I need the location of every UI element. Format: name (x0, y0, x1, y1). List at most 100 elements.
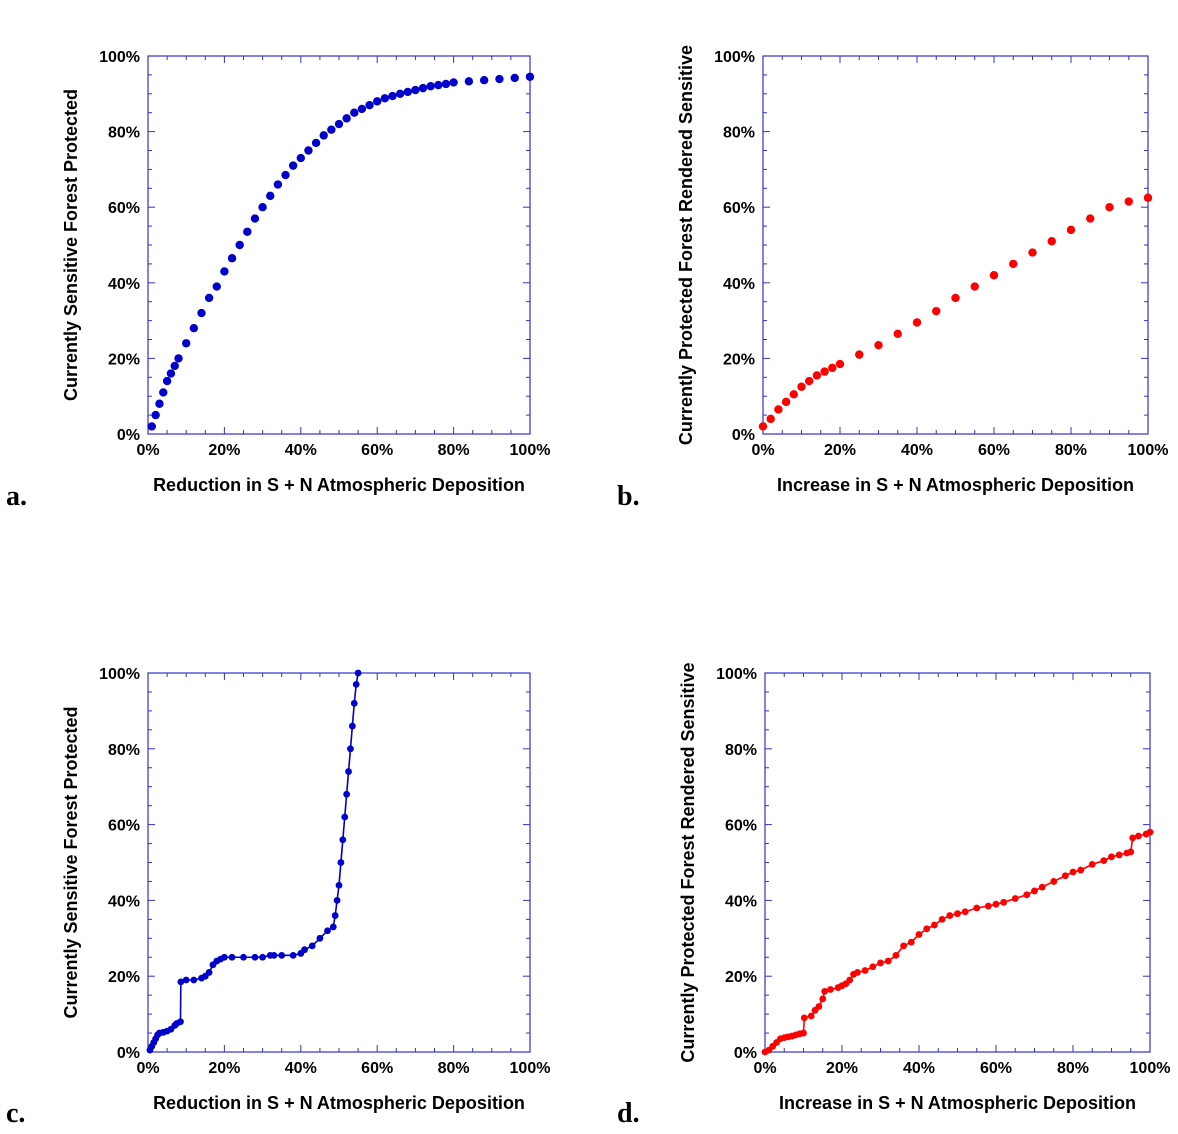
y-tick-label: 20% (108, 351, 140, 368)
data-point (1115, 851, 1123, 859)
data-point (835, 359, 845, 369)
plot-frame (147, 55, 531, 435)
data-point (403, 87, 412, 97)
data-point (266, 191, 275, 201)
panel-letter: d. (617, 1098, 640, 1129)
data-point (329, 923, 337, 931)
data-point (812, 371, 822, 380)
data-point (884, 957, 892, 965)
data-point (316, 934, 324, 942)
x-tick-label: 20% (826, 1060, 858, 1077)
data-point (877, 959, 884, 967)
data-point (970, 282, 979, 291)
data-point (190, 976, 198, 984)
data-point (166, 369, 176, 378)
data-point (189, 323, 199, 333)
data-point (174, 354, 183, 363)
data-point (159, 388, 168, 397)
data-point (805, 376, 814, 386)
panel-letter: b. (617, 481, 640, 512)
data-point (1009, 259, 1018, 269)
data-point (331, 912, 339, 919)
y-axis-title: Currently Sensitive Forest Protected (61, 89, 81, 401)
x-tick-label: 40% (285, 1060, 317, 1077)
data-point (177, 1018, 184, 1026)
data-point (365, 100, 374, 110)
y-tick-label: 20% (108, 969, 140, 986)
data-point (348, 722, 356, 730)
data-point (912, 318, 922, 327)
data-point (182, 976, 190, 984)
data-point (954, 910, 961, 918)
data-point (342, 114, 351, 123)
data-point (204, 293, 214, 303)
data-point (327, 125, 336, 134)
y-tick-label: 80% (108, 742, 140, 759)
data-point (281, 170, 290, 180)
data-point (205, 969, 213, 976)
data-point (1135, 832, 1142, 840)
y-tick-label: 60% (108, 818, 140, 835)
y-tick-label: 60% (108, 200, 140, 217)
data-point (874, 340, 883, 350)
x-tick-label: 0% (136, 1060, 159, 1077)
data-point (357, 104, 367, 114)
data-point (311, 138, 321, 148)
data-point (915, 931, 923, 938)
x-axis-title: Reduction in S + N Atmospheric Depositio… (153, 475, 525, 495)
data-point (1031, 887, 1038, 895)
data-point (227, 254, 237, 263)
data-point (1105, 203, 1114, 212)
x-tick-label: 60% (980, 1060, 1012, 1077)
data-point (932, 306, 941, 316)
y-tick-label: 60% (725, 818, 757, 835)
data-point (177, 978, 185, 986)
data-point (434, 80, 443, 90)
x-tick-label: 80% (438, 442, 470, 459)
y-tick-label: 60% (723, 200, 755, 217)
data-point (352, 680, 360, 688)
data-point (828, 363, 837, 373)
y-tick-label: 40% (108, 893, 140, 910)
data-point (273, 180, 283, 189)
y-tick-label: 0% (117, 1045, 140, 1062)
data-point (278, 951, 286, 959)
data-point (855, 350, 864, 359)
data-point (221, 953, 228, 961)
data-point (304, 146, 313, 155)
data-point (1069, 868, 1077, 876)
data-point (182, 339, 191, 348)
x-tick-label: 100% (510, 1060, 551, 1077)
x-tick-label: 20% (824, 442, 856, 459)
data-point (235, 240, 244, 250)
data-point (1061, 872, 1069, 880)
data-point (1000, 898, 1008, 906)
data-point (923, 925, 931, 933)
data-point (411, 85, 420, 95)
data-point (827, 986, 834, 993)
data-point (333, 897, 341, 904)
data-point (426, 82, 435, 91)
data-point (147, 422, 157, 431)
chart-panel-3: 0% 20% 40% 60% 80% 100% 0% 20% 40% 60% 80% 100% Redu… (6, 666, 550, 1129)
data-point (1077, 866, 1085, 874)
data-point (892, 951, 900, 959)
data-point (973, 904, 981, 912)
data-point (270, 951, 278, 959)
data-point (1088, 860, 1096, 868)
y-tick-label: 0% (732, 427, 755, 444)
data-point (984, 902, 992, 910)
data-point (380, 94, 390, 103)
y-tick-label: 0% (117, 427, 140, 444)
data-point (339, 836, 347, 844)
y-tick-label: 100% (716, 666, 757, 683)
plot-frame (762, 55, 1149, 435)
data-point (900, 942, 907, 950)
data-point (243, 227, 252, 236)
data-point (350, 699, 358, 707)
data-point (301, 946, 309, 954)
data-point (1066, 225, 1076, 235)
data-point (162, 376, 172, 386)
data-point (951, 293, 960, 303)
